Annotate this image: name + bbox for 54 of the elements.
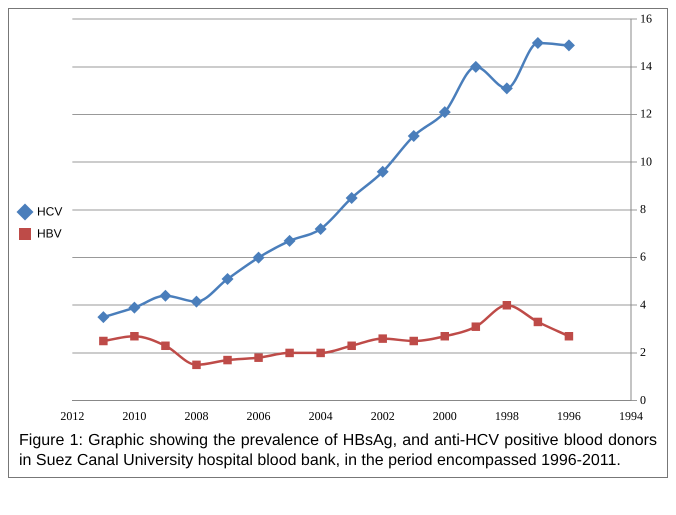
point bbox=[192, 360, 201, 370]
x-tick-label: 2012 bbox=[60, 408, 84, 423]
point bbox=[440, 332, 450, 340]
x-tick-label: 2006 bbox=[246, 408, 271, 423]
point bbox=[128, 302, 140, 314]
point bbox=[534, 318, 542, 326]
point bbox=[284, 234, 296, 247]
legend-label: HBV bbox=[37, 226, 62, 240]
point bbox=[564, 332, 574, 340]
point bbox=[161, 342, 170, 350]
point bbox=[410, 336, 418, 346]
x-tick-label: 2000 bbox=[432, 408, 457, 423]
point bbox=[378, 334, 387, 343]
point bbox=[222, 273, 234, 286]
point bbox=[562, 39, 575, 52]
y-tick-label: 8 bbox=[640, 202, 646, 216]
y-tick-label: 6 bbox=[640, 250, 646, 264]
x-tick-label: 2008 bbox=[184, 408, 208, 423]
point bbox=[130, 332, 139, 340]
point bbox=[223, 356, 232, 364]
point bbox=[285, 348, 294, 358]
point bbox=[159, 290, 172, 302]
point bbox=[500, 82, 513, 94]
point bbox=[252, 252, 265, 264]
caption: Figure 1: Graphic showing the prevalence of HBsAg, and anti-HCV positive blood donors in Suez Canal University hospital blood bank, in the period encompassed 1996-2011. bbox=[18, 431, 658, 471]
point bbox=[532, 37, 544, 50]
x-tick-label: 1996 bbox=[556, 408, 581, 423]
point bbox=[408, 130, 420, 142]
x-tick-label: 2010 bbox=[122, 408, 146, 423]
x-tick-label: 2002 bbox=[370, 408, 395, 423]
point bbox=[99, 336, 108, 346]
point bbox=[316, 348, 325, 358]
legend-label: HCV bbox=[37, 204, 62, 218]
point bbox=[438, 106, 451, 118]
y-tick-label: 12 bbox=[640, 106, 652, 121]
point bbox=[314, 222, 327, 235]
x-tick-label: 1998 bbox=[494, 408, 519, 423]
y-tick-label: 16 bbox=[640, 11, 652, 26]
point bbox=[347, 342, 356, 350]
point bbox=[190, 296, 202, 308]
point bbox=[376, 166, 389, 178]
point bbox=[254, 353, 263, 362]
y-tick-label: 0 bbox=[640, 392, 646, 407]
x-tick-label: 2004 bbox=[308, 408, 333, 423]
point bbox=[502, 301, 512, 310]
point bbox=[346, 192, 358, 204]
point bbox=[472, 322, 480, 331]
y-tick-label: 14 bbox=[640, 59, 652, 74]
point bbox=[470, 60, 482, 73]
y-tick-label: 2 bbox=[640, 345, 646, 360]
y-tick-label: 10 bbox=[640, 154, 652, 168]
point bbox=[97, 311, 110, 324]
y-tick-label: 4 bbox=[640, 297, 646, 312]
x-tick-label: 1994 bbox=[619, 408, 643, 423]
